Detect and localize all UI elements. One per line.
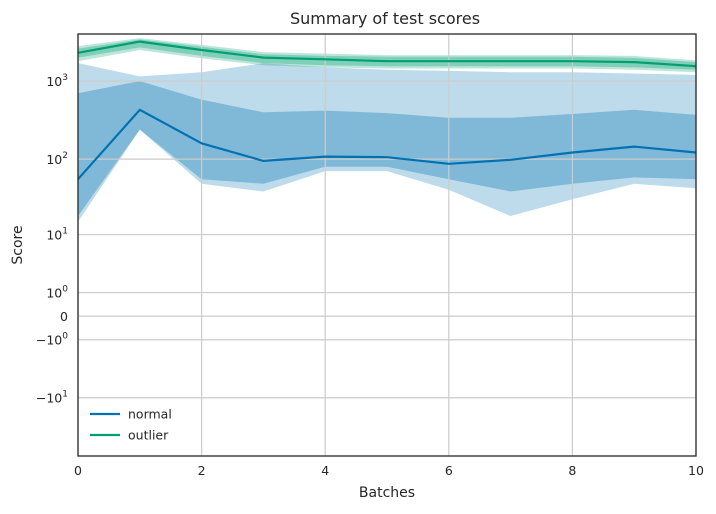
y-tick-exponent: 3 (62, 73, 68, 83)
x-axis-label: Batches (359, 485, 415, 501)
y-tick-exponent: 0 (62, 332, 68, 342)
y-tick-base: 10 (46, 286, 62, 301)
y-tick-exponent: 1 (62, 390, 68, 400)
y-tick-base: 10 (46, 152, 62, 167)
y-tick-base: 10 (46, 228, 62, 243)
x-tick-label: 8 (568, 463, 576, 478)
y-axis-label: Score (10, 225, 26, 264)
x-tick-label: 2 (198, 463, 206, 478)
y-tick-exponent: 0 (62, 285, 68, 295)
legend-label-normal: normal (128, 407, 172, 422)
y-tick-base: 10 (46, 74, 62, 89)
y-tick-exponent: 1 (62, 227, 68, 237)
y-tick-base: −10 (36, 333, 62, 348)
y-tick-base: −10 (36, 391, 62, 406)
legend-label-outlier: outlier (128, 428, 169, 443)
y-tick-label: 0 (60, 309, 68, 324)
x-tick-label: 0 (74, 463, 82, 478)
x-tick-label: 10 (688, 463, 704, 478)
x-tick-label: 6 (445, 463, 453, 478)
chart-title: Summary of test scores (290, 9, 480, 28)
x-tick-label: 4 (321, 463, 329, 478)
y-tick-exponent: 2 (62, 151, 68, 161)
y-tick-base: 0 (60, 309, 68, 324)
